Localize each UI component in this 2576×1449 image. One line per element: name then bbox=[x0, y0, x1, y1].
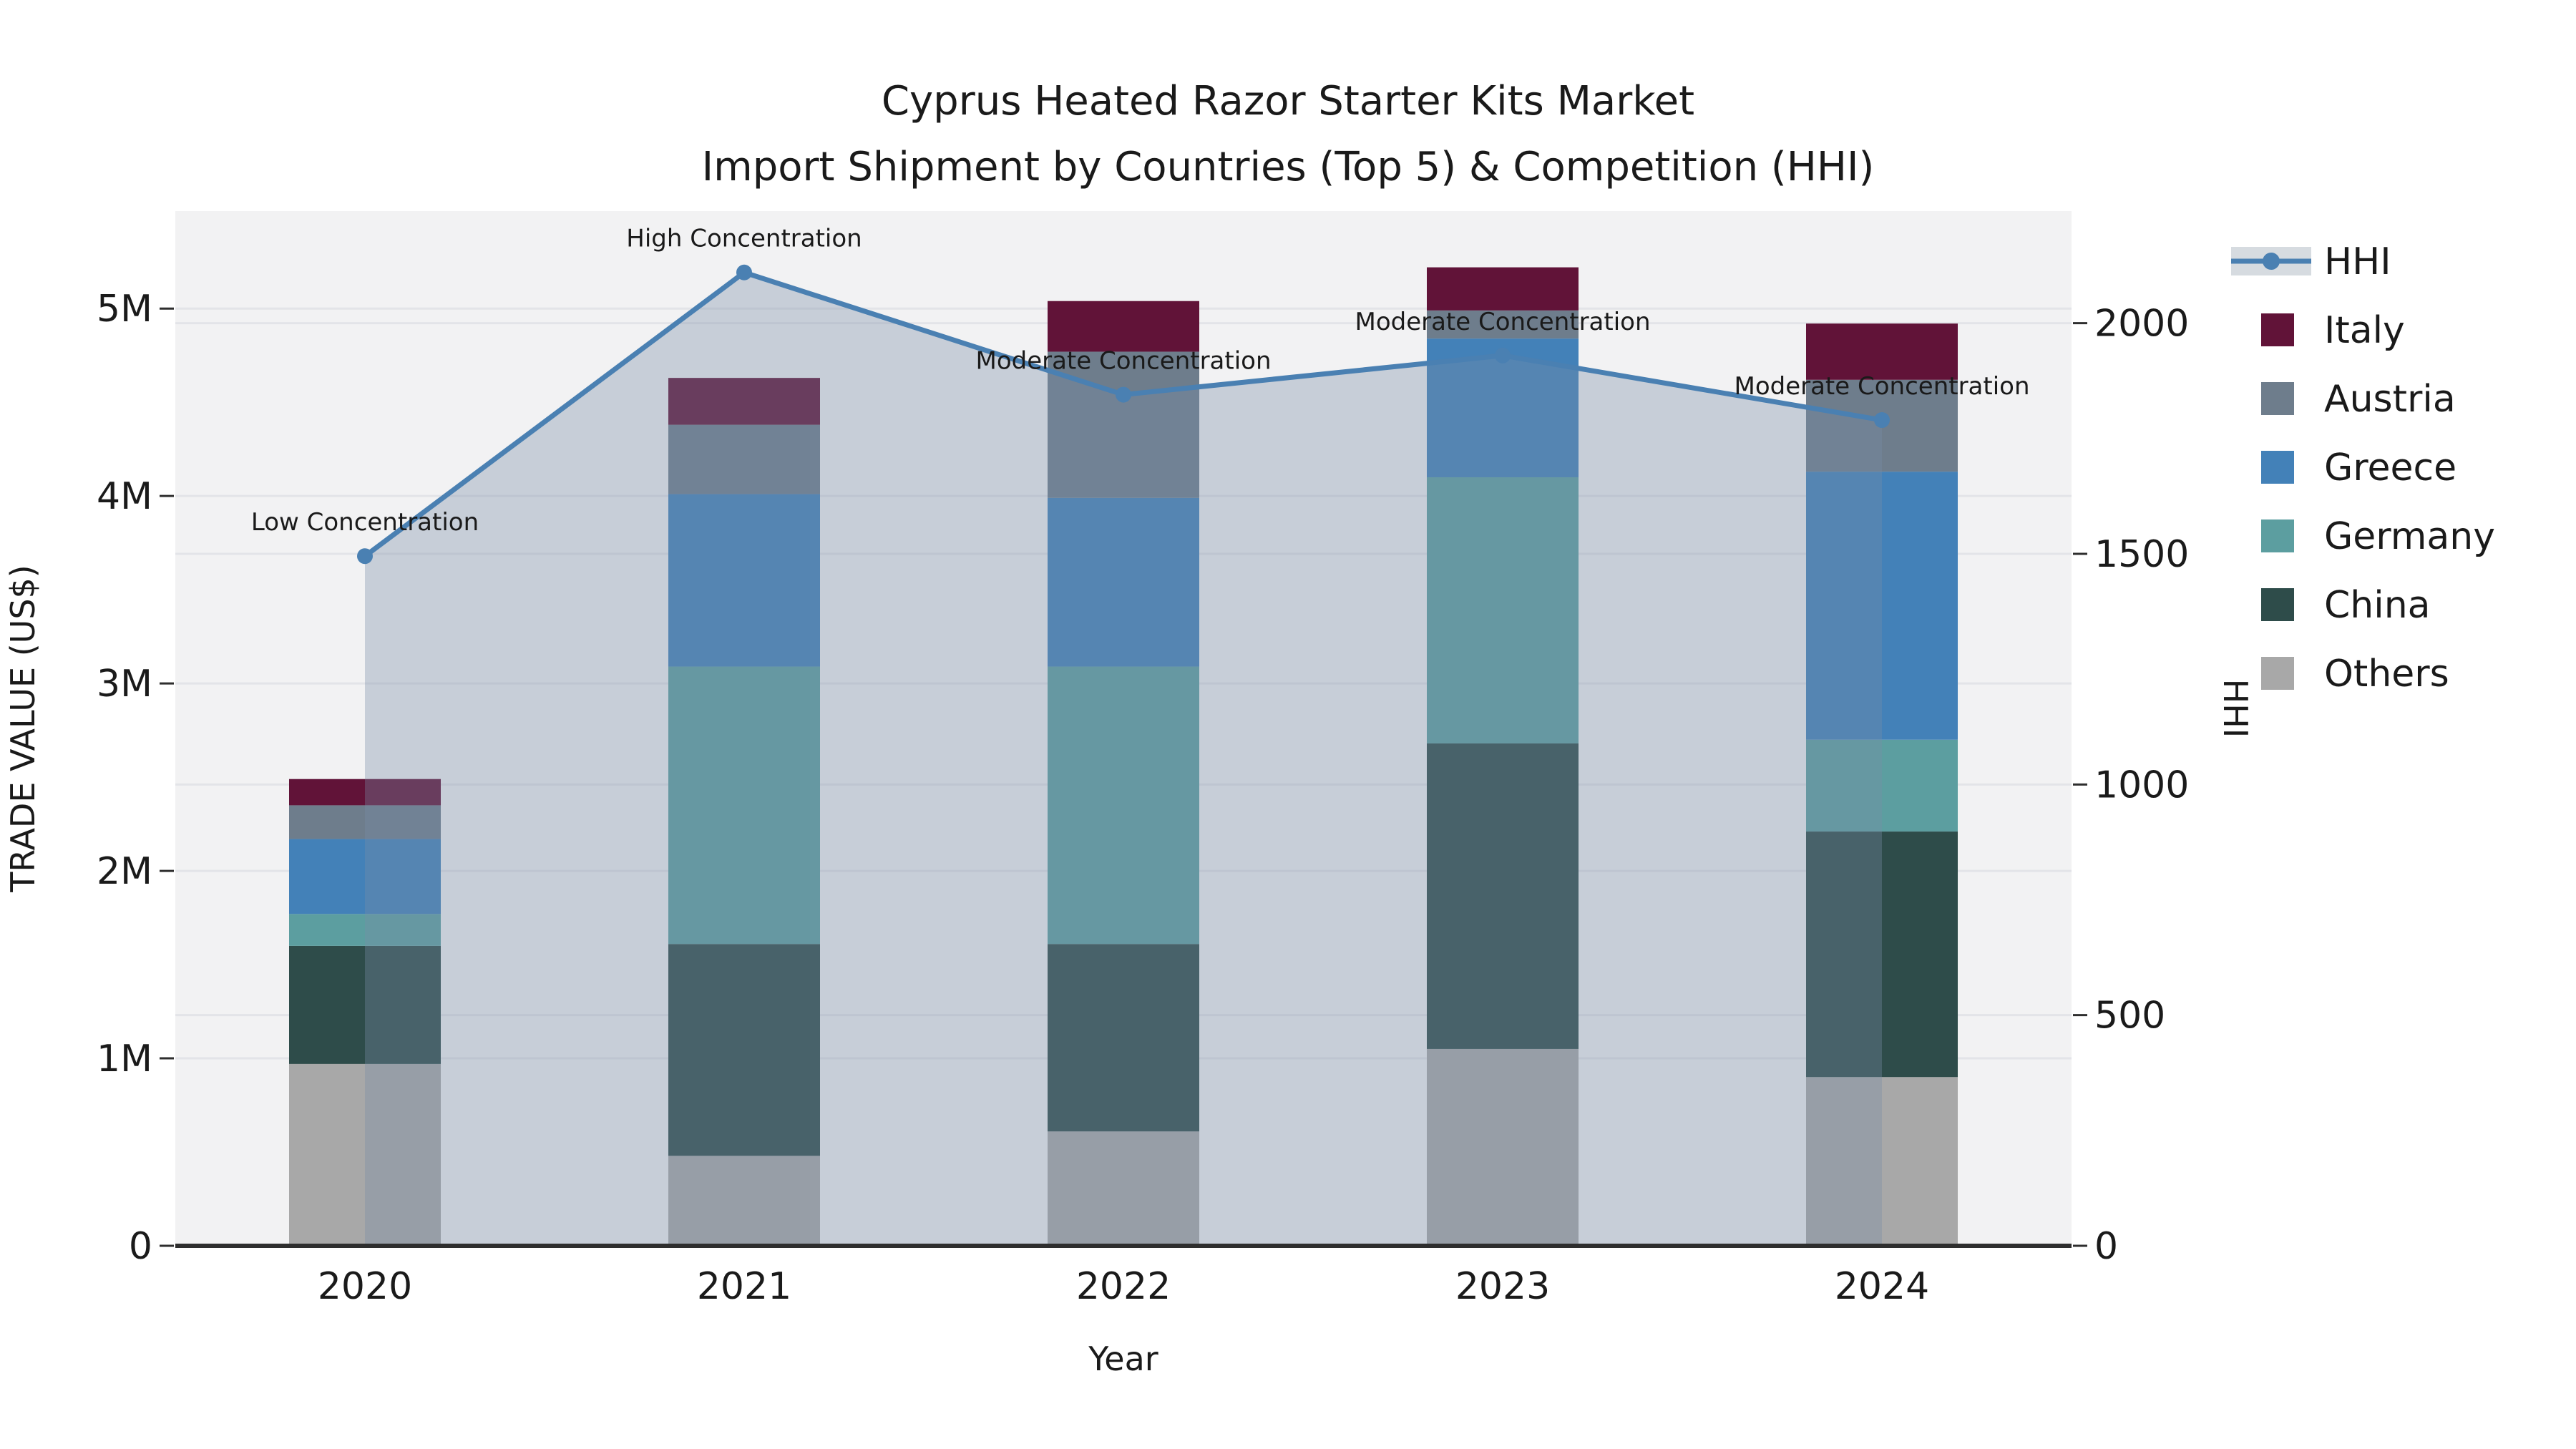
bar-segment-2022-italy bbox=[1048, 301, 1199, 352]
bar-segment-2023-italy bbox=[1427, 267, 1579, 311]
annotation-2021: High Concentration bbox=[626, 225, 862, 253]
plot-layers: Low Concentration High Concentration Moder… bbox=[97, 211, 2495, 1308]
y-left-tick-label: 5M bbox=[97, 288, 152, 331]
legend-swatch-austria bbox=[2261, 382, 2294, 415]
bar-segment-2022-greece bbox=[1048, 497, 1199, 667]
x-tick-label-2020: 2020 bbox=[318, 1265, 412, 1308]
y-axis-label-left: TRADE VALUE (US$) bbox=[4, 565, 42, 892]
bar-segment-2021-others bbox=[668, 1156, 820, 1246]
annotation-2023: Moderate Concentration bbox=[1355, 308, 1650, 336]
y-right-tick-label: 500 bbox=[2094, 995, 2165, 1038]
bar-segment-2023-others bbox=[1427, 1048, 1579, 1246]
bar-segment-2020-italy bbox=[289, 779, 441, 806]
x-tick-label-2023: 2023 bbox=[1455, 1265, 1550, 1308]
bar-segment-2021-greece bbox=[668, 494, 820, 667]
y-left-tick-label: 0 bbox=[129, 1225, 152, 1268]
y-right-tick-label: 1500 bbox=[2094, 533, 2189, 576]
bar-segment-2022-others bbox=[1048, 1131, 1199, 1246]
legend-label-hhi: HHI bbox=[2324, 240, 2391, 283]
annotation-2020: Low Concentration bbox=[251, 508, 479, 537]
x-axis-label: Year bbox=[1088, 1340, 1158, 1378]
legend-label-china: China bbox=[2324, 584, 2431, 627]
y-right-tick-label: 2000 bbox=[2094, 303, 2189, 346]
hhi-point-2023 bbox=[1495, 347, 1511, 364]
y-left-tick-label: 2M bbox=[97, 850, 152, 893]
legend-swatch-greece bbox=[2261, 451, 2294, 484]
hhi-area-fill bbox=[365, 272, 1882, 1246]
chart-title-line2: Import Shipment by Countries (Top 5) & C… bbox=[702, 144, 1875, 190]
bar-segment-2023-austria bbox=[1427, 310, 1579, 339]
y-axis-label-right: HHI bbox=[2216, 679, 2255, 738]
bar-segment-2024-germany bbox=[1806, 739, 1958, 832]
bar-segment-2024-china bbox=[1806, 831, 1958, 1078]
hhi-point-2024 bbox=[1874, 412, 1890, 429]
legend-swatch-others bbox=[2261, 657, 2294, 690]
legend-swatch-italy bbox=[2261, 313, 2294, 346]
bar-segment-2020-germany bbox=[289, 914, 441, 946]
y-right-tick-label: 1000 bbox=[2094, 763, 2189, 806]
bar-segment-2024-greece bbox=[1806, 472, 1958, 740]
legend-hhi-marker-icon bbox=[2263, 253, 2280, 270]
annotation-2024: Moderate Concentration bbox=[1734, 372, 2029, 401]
x-tick-label-2022: 2022 bbox=[1076, 1265, 1171, 1308]
bar-segment-2024-italy bbox=[1806, 323, 1958, 380]
bar-segment-2021-germany bbox=[668, 666, 820, 945]
hhi-point-2022 bbox=[1116, 386, 1131, 403]
legend-label-greece: Greece bbox=[2324, 447, 2457, 489]
y-left-tick-label: 4M bbox=[97, 475, 152, 518]
y-right-tick-label: 0 bbox=[2094, 1225, 2118, 1268]
y-left-tick-label: 3M bbox=[97, 663, 152, 706]
bar-segment-2020-others bbox=[289, 1063, 441, 1246]
bar-segment-2020-austria bbox=[289, 805, 441, 839]
bar-segment-2024-others bbox=[1806, 1077, 1958, 1246]
bar-segment-2021-austria bbox=[668, 424, 820, 494]
legend-label-germany: Germany bbox=[2324, 515, 2495, 558]
bar-segment-2020-greece bbox=[289, 839, 441, 914]
legend-label-italy: Italy bbox=[2324, 309, 2405, 352]
hhi-point-2021 bbox=[736, 264, 752, 280]
legend-swatch-china bbox=[2261, 588, 2294, 621]
bar-segment-2022-germany bbox=[1048, 666, 1199, 945]
legend-label-others: Others bbox=[2324, 653, 2449, 696]
legend-swatch-germany bbox=[2261, 519, 2294, 552]
bar-segment-2022-china bbox=[1048, 944, 1199, 1132]
annotation-2022: Moderate Concentration bbox=[975, 347, 1271, 376]
bar-segment-2020-china bbox=[289, 945, 441, 1064]
legend-label-austria: Austria bbox=[2324, 378, 2456, 421]
y-left-tick-label: 1M bbox=[97, 1038, 152, 1080]
hhi-point-2020 bbox=[357, 548, 373, 565]
bar-segment-2021-china bbox=[668, 944, 820, 1156]
x-tick-label-2021: 2021 bbox=[697, 1265, 791, 1308]
bar-segment-2021-italy bbox=[668, 378, 820, 425]
bar-segment-2023-germany bbox=[1427, 477, 1579, 743]
chart-title-line1: Cyprus Heated Razor Starter Kits Market bbox=[882, 78, 1694, 125]
x-tick-label-2024: 2024 bbox=[1835, 1265, 1929, 1308]
bar-segment-2023-china bbox=[1427, 743, 1579, 1049]
